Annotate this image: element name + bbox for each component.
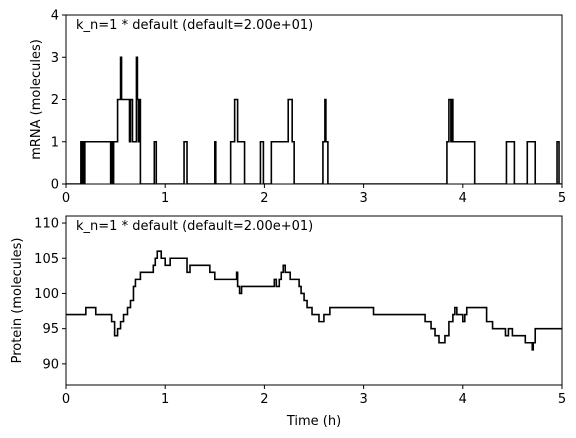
y-tick-label: 105: [34, 252, 59, 267]
x-tick-label: 3: [359, 191, 367, 206]
y-tick-label: 0: [51, 178, 59, 193]
y-tick-label: 95: [42, 322, 59, 337]
x-tick-label: 1: [161, 392, 169, 407]
x-axis-label: Time (h): [286, 414, 341, 429]
y-tick-label: 1: [51, 135, 59, 150]
x-tick-label: 3: [359, 392, 367, 407]
x-tick-label: 2: [260, 191, 268, 206]
x-tick-label: 5: [558, 191, 566, 206]
x-tick-label: 2: [260, 392, 268, 407]
x-tick-label: 0: [62, 191, 70, 206]
panel-annotation: k_n=1 * default (default=2.00e+01): [76, 18, 313, 33]
series-line-0: [66, 56, 562, 184]
y-tick-label: 100: [34, 287, 59, 302]
y-tick-label: 90: [42, 357, 59, 372]
panel-annotation: k_n=1 * default (default=2.00e+01): [76, 219, 313, 234]
x-tick-label: 4: [459, 392, 467, 407]
series-line-0: [66, 250, 562, 351]
y-axis-label: Protein (molecules): [10, 238, 25, 364]
x-tick-label: 1: [161, 191, 169, 206]
x-tick-label: 0: [62, 392, 70, 407]
panel-mrna: 0 1 2 3 4 5 0 1 2 3 4 k_n=1 * default (default=2.00…: [29, 9, 566, 207]
x-tick-label: 5: [558, 392, 566, 407]
x-tick-label: 4: [459, 191, 467, 206]
y-tick-label: 3: [51, 51, 59, 66]
plot-frame: [65, 215, 563, 386]
y-tick-label: 110: [34, 217, 59, 232]
y-tick-label: 4: [51, 9, 59, 24]
y-axis-label: mRNA (molecules): [29, 39, 44, 160]
y-tick-label: 2: [51, 93, 59, 108]
panel-protein: 0 1 2 3 4 5 90 95 100 105 110 k_n=1 * default (defa…: [10, 215, 566, 429]
